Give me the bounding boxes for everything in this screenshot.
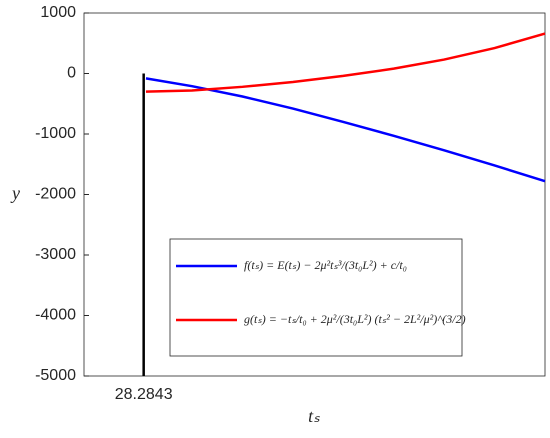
y-tick-label: 1000	[40, 4, 76, 21]
y-tick-label: -1000	[35, 125, 76, 142]
y-tick-label: -3000	[35, 246, 76, 263]
y-tick-label: -4000	[35, 307, 76, 324]
legend-box	[169, 238, 463, 357]
legend-label: f(tₛ) = E(tₛ) − 2μ²tₛ³/(3t₀L²) + c/t₀	[244, 258, 407, 272]
legend-label: g(tₛ) = −tₛ/t₀ + 2μ²/(3t₀L²) (tₛ² − 2L²/…	[244, 312, 466, 326]
x-tick-label: 28.2843	[115, 386, 173, 403]
series-line	[145, 32, 546, 93]
x-axis-label: tₛ	[308, 406, 320, 426]
y-axis-label: y	[10, 183, 20, 203]
y-tick-label: -5000	[35, 367, 76, 384]
y-tick-label: 0	[67, 65, 76, 82]
y-tick-label: -2000	[35, 186, 76, 203]
